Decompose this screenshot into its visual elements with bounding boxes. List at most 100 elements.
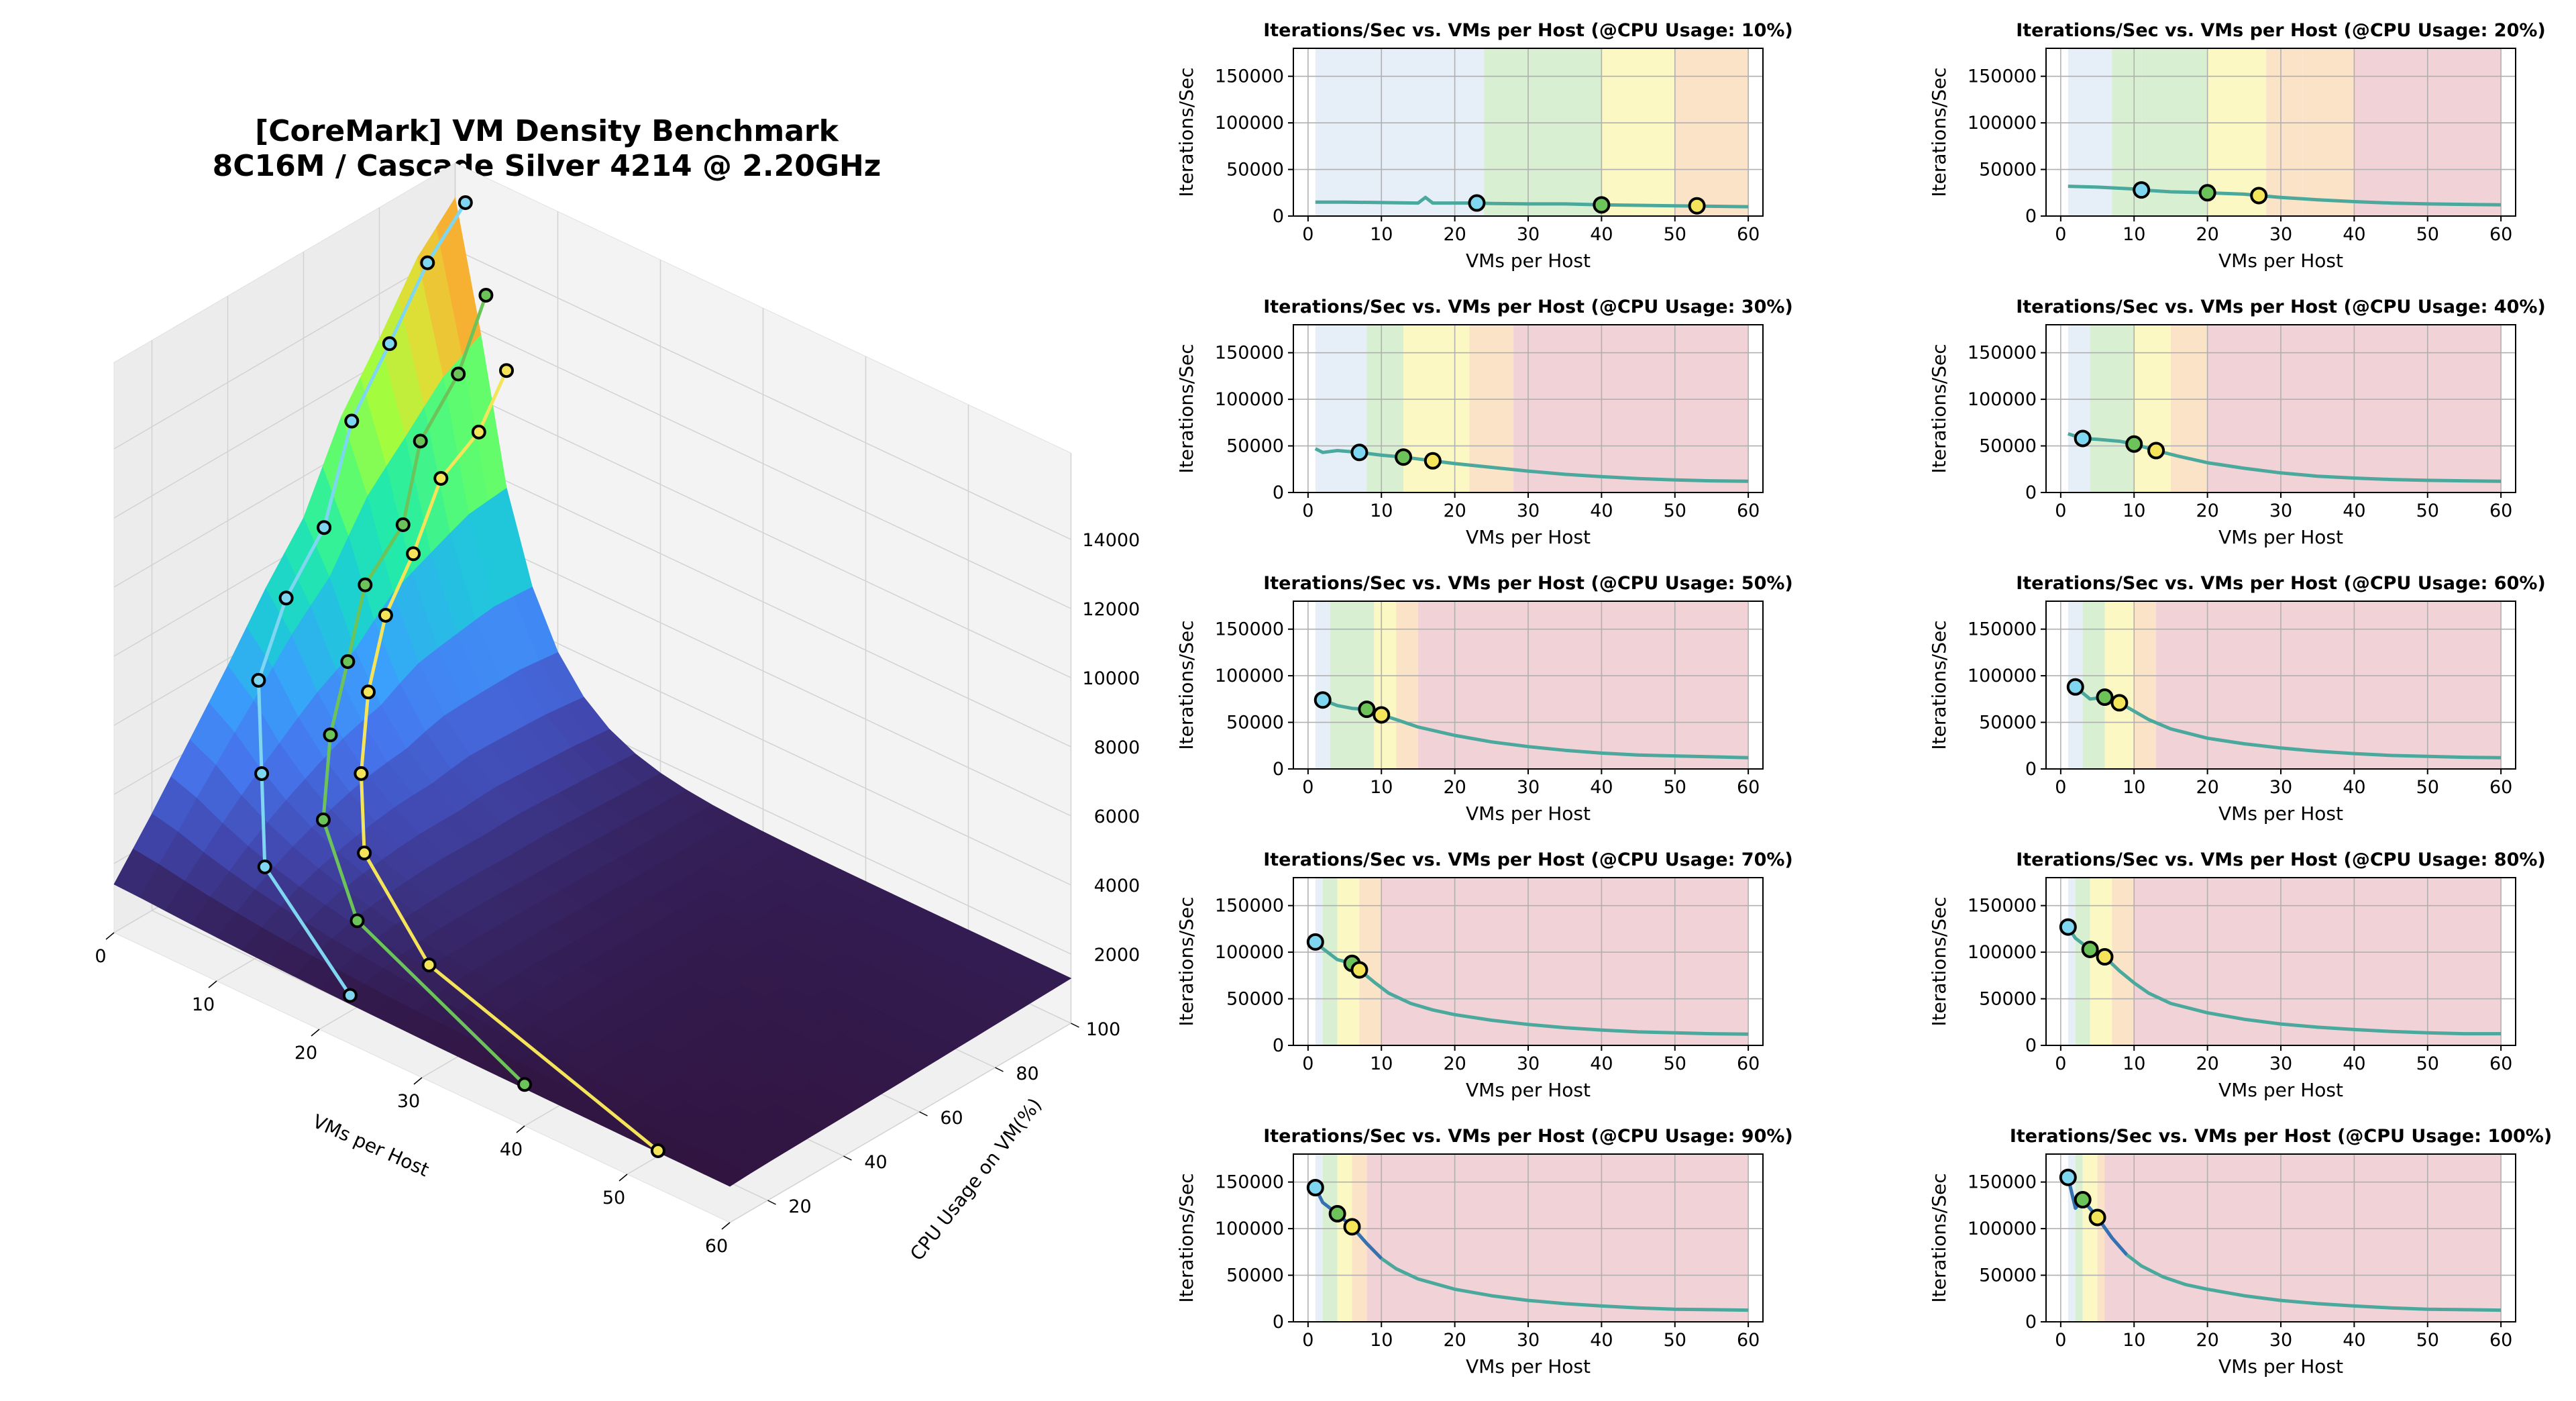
x-tick-label: 10 xyxy=(2123,1330,2145,1351)
line-panel-7: 0 10 20 30 40 50 60 0 50000 100000 150000 Iteration… xyxy=(1175,849,1793,1101)
zone-band xyxy=(1417,601,1749,769)
x-tick-label: 20 xyxy=(2196,1330,2218,1351)
data-marker xyxy=(2081,940,2099,958)
surface-marker xyxy=(382,336,397,352)
x-tick-label: 0 xyxy=(1302,501,1313,521)
zone-band xyxy=(2104,1154,2502,1322)
surface-marker xyxy=(471,424,486,439)
panel-title: Iterations/Sec vs. VMs per Host (@CPU Us… xyxy=(2016,20,2546,41)
y-tick-label: 100 xyxy=(1086,1019,1121,1040)
y-tick-label: 50000 xyxy=(1979,436,2037,457)
surface-marker xyxy=(517,1077,532,1092)
y-axis-label: Iterations/Sec xyxy=(1175,620,1197,749)
surface-marker xyxy=(433,470,449,486)
series-line xyxy=(2068,432,2502,483)
zone-band xyxy=(2068,1154,2076,1322)
grid-line xyxy=(455,594,1071,886)
surface-marker xyxy=(344,413,360,429)
data-marker xyxy=(1328,1204,1346,1223)
y-tick-label: 150000 xyxy=(1215,896,1284,917)
y-axis-label: Iterations/Sec xyxy=(1928,620,1950,749)
x-tick-label: 20 xyxy=(2196,777,2218,798)
x-tick-label: 30 xyxy=(1517,1330,1540,1351)
grid-line xyxy=(455,249,1071,540)
zone-band xyxy=(1352,1154,1367,1322)
x-tick-label: 10 xyxy=(2123,224,2145,245)
x-tick xyxy=(105,932,115,940)
z-tick-label: 100000 xyxy=(1082,668,1140,689)
x-tick xyxy=(619,1174,628,1182)
x-tick-label: 10 xyxy=(2123,501,2145,521)
y-tick-label: 150000 xyxy=(1968,1172,2037,1193)
x-tick-label: 60 xyxy=(2489,1330,2512,1351)
z-tick-label: 40000 xyxy=(1094,876,1140,896)
y-tick-label: 0 xyxy=(1273,759,1284,780)
x-tick-label: 40 xyxy=(2343,224,2365,245)
surface-marker xyxy=(478,287,494,303)
z-tick-label: 60000 xyxy=(1094,807,1140,827)
data-marker xyxy=(2250,187,2268,205)
data-marker xyxy=(2074,1191,2092,1209)
x-tick-label: 60 xyxy=(1737,224,1760,245)
zone-band xyxy=(2068,878,2076,1045)
data-marker xyxy=(1395,448,1413,466)
x-tick-label: 50 xyxy=(602,1188,625,1208)
x-tick-label: 30 xyxy=(2269,777,2292,798)
x-axis-label: VMs per Host xyxy=(2218,526,2343,548)
zone-band xyxy=(2097,1154,2105,1322)
surface-marker xyxy=(361,684,376,700)
y-tick-label: 50000 xyxy=(1226,989,1284,1010)
surface-marker xyxy=(451,366,466,382)
x-tick-label: 60 xyxy=(2489,224,2512,245)
y-tick xyxy=(767,1200,776,1205)
y-tick-label: 0 xyxy=(1273,1035,1284,1056)
x-tick xyxy=(721,1222,731,1230)
x-tick-label: 50 xyxy=(1664,224,1686,245)
panel-title: Iterations/Sec vs. VMs per Host (@CPU Us… xyxy=(2016,573,2546,594)
z-tick-label: 120000 xyxy=(1082,599,1140,620)
z-tick-label: 80000 xyxy=(1094,737,1140,758)
y-tick-label: 100000 xyxy=(1968,666,2037,686)
x-tick-label: 40 xyxy=(1590,777,1613,798)
surface-face xyxy=(113,848,160,898)
data-marker xyxy=(1688,197,1706,215)
surface-marker xyxy=(254,766,270,781)
panel-title: Iterations/Sec vs. VMs per Host (@CPU Us… xyxy=(2010,1126,2552,1147)
x-tick-label: 0 xyxy=(2055,777,2066,798)
y-tick xyxy=(1071,1023,1079,1028)
zone-band xyxy=(1315,48,1485,216)
y-tick-label: 100000 xyxy=(1215,389,1284,410)
x-tick-label: 10 xyxy=(1370,1053,1393,1074)
zone-band xyxy=(2075,1154,2083,1322)
data-marker xyxy=(2198,184,2216,202)
surface-series-green xyxy=(315,287,532,1092)
surface-series-line xyxy=(321,295,526,1086)
x-tick-label: 20 xyxy=(1443,501,1466,521)
x-tick-label: 0 xyxy=(1302,1053,1313,1074)
data-marker xyxy=(1350,444,1368,462)
zone-band xyxy=(2075,878,2090,1045)
y-tick-label: 150000 xyxy=(1215,66,1284,87)
x-tick xyxy=(516,1125,525,1133)
y-tick-label: 150000 xyxy=(1968,619,2037,640)
line-panel-6: 0 10 20 30 40 50 60 0 50000 100000 150000 Iteration… xyxy=(1928,573,2546,825)
zone-band xyxy=(1674,48,1749,216)
zone-band xyxy=(2082,601,2105,769)
x-tick-label: 10 xyxy=(2123,1053,2145,1074)
data-marker xyxy=(2066,678,2084,696)
y-axis-label: Iterations/Sec xyxy=(1928,896,1950,1026)
x-tick-label: 50 xyxy=(2416,1053,2439,1074)
x-tick-label: 30 xyxy=(2269,224,2292,245)
y-tick-label: 0 xyxy=(1273,206,1284,227)
series-line xyxy=(1314,447,1749,483)
panel-title: Iterations/Sec vs. VMs per Host (@CPU Us… xyxy=(1263,849,1793,870)
y-tick-label: 0 xyxy=(2025,482,2037,503)
y-tick-label: 20 xyxy=(788,1196,811,1217)
line-panel-2: 0 10 20 30 40 50 60 0 50000 100000 150000 Iteration… xyxy=(1928,20,2546,272)
zone-band xyxy=(1330,601,1375,769)
surface-marker xyxy=(650,1143,665,1158)
data-marker xyxy=(1468,194,1486,212)
data-marker xyxy=(2125,435,2143,453)
data-marker xyxy=(2096,948,2114,966)
surface-marker xyxy=(340,654,356,669)
